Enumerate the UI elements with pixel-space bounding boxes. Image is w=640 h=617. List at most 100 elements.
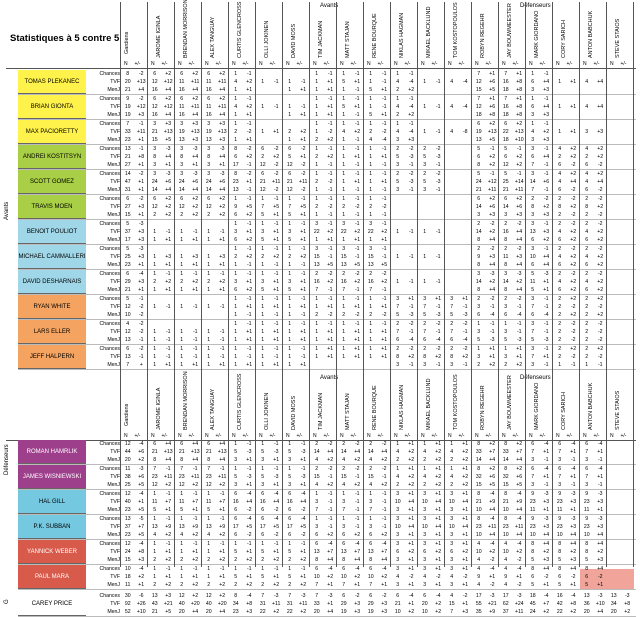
hdr1-dcol-5: STEVE STAIOS: [615, 18, 621, 58]
row-divider: [18, 119, 636, 120]
table-cell: 1: [450, 466, 454, 472]
table-cell: +1: [597, 449, 604, 455]
table-cell: +4: [354, 449, 361, 455]
table-cell: +1: [192, 507, 199, 513]
table-cell: 3: [207, 121, 211, 127]
table-cell: +2: [354, 129, 361, 135]
table-cell: 5: [261, 449, 265, 455]
table-cell: 6: [234, 516, 238, 522]
table-cell: [405, 245, 419, 253]
table-cell: +1: [246, 574, 253, 580]
table-cell: 1: [288, 79, 292, 85]
player-label: P.K. SUBBAN: [18, 515, 86, 539]
table-cell: 2: [153, 279, 157, 285]
table-cell: 12: [502, 162, 509, 168]
table-cell: +1: [408, 582, 415, 588]
table-cell: 29: [124, 279, 131, 285]
table-cell: [445, 153, 459, 161]
table-cell: 11: [179, 104, 185, 110]
table-cell: [580, 136, 594, 144]
table-cell: 5: [288, 154, 292, 160]
table-cell: 7: [423, 329, 427, 335]
table-cell: [621, 103, 635, 111]
hdr2-pm-5: +/-: [269, 433, 276, 439]
table-cell: +4: [219, 87, 226, 93]
table-cell: +1: [543, 287, 550, 293]
table-cell: 5: [288, 449, 292, 455]
hdr1-pm-10: +/-: [404, 61, 411, 67]
table-cell: 6: [558, 187, 562, 193]
table-cell: 15: [475, 87, 482, 93]
table-cell: 2: [288, 129, 292, 135]
table-cell: 19: [124, 104, 131, 110]
col-divider: [444, 2, 445, 567]
table-cell: +2: [462, 482, 469, 488]
table-cell: -3: [138, 221, 144, 227]
table-cell: 3: [180, 146, 184, 152]
table-cell: [607, 120, 621, 128]
table-cell: 4: [450, 474, 454, 480]
table-cell: 6: [234, 532, 238, 538]
table-cell: 3: [477, 329, 481, 335]
table-cell: +2: [165, 532, 172, 538]
table-cell: +13: [514, 129, 524, 135]
table-cell: 2: [423, 457, 427, 463]
hdr1-col-5: DAVID MOSS: [291, 23, 297, 58]
col-divider: [498, 2, 499, 567]
table-cell: +2: [381, 532, 388, 538]
table-cell: 3: [288, 482, 292, 488]
row-kind: TVF: [110, 574, 120, 580]
hdr2-defense-group: Défenseurs: [520, 375, 551, 381]
table-cell: 2: [585, 321, 589, 327]
table-cell: 1: [180, 337, 184, 343]
table-cell: -1: [273, 221, 279, 227]
table-cell: [459, 86, 473, 94]
table-cell: +2: [489, 441, 496, 447]
table-cell: +5: [273, 204, 280, 210]
table-cell: 10: [367, 574, 374, 580]
row-kind: MenJ: [107, 187, 120, 193]
table-cell: -1: [381, 196, 387, 202]
table-cell: [432, 195, 446, 203]
table-cell: 5: [531, 287, 535, 293]
table-cell: [607, 253, 621, 261]
table-cell: -1: [219, 354, 225, 360]
table-cell: 16: [556, 593, 563, 599]
table-cell: 8: [477, 516, 481, 522]
table-cell: -1: [489, 171, 495, 177]
table-cell: +2: [381, 457, 388, 463]
table-cell: 1: [261, 221, 265, 227]
table-cell: -1: [273, 466, 279, 472]
table-cell: 6: [531, 262, 535, 268]
table-cell: -2: [570, 304, 576, 310]
table-cell: +9: [219, 524, 226, 530]
table-cell: 43: [151, 601, 158, 607]
table-cell: +1: [543, 354, 550, 360]
table-cell: 1: [261, 79, 265, 85]
table-cell: -1: [165, 541, 171, 547]
row-kind: TVF: [110, 499, 120, 505]
table-cell: 1: [315, 516, 319, 522]
table-cell: 10: [421, 524, 428, 530]
table-cell: +1: [408, 601, 415, 607]
table-cell: 1: [234, 304, 238, 310]
table-cell: 1: [396, 71, 400, 77]
table-cell: 3: [531, 221, 535, 227]
table-cell: 1: [315, 321, 319, 327]
table-cell: [567, 120, 581, 128]
table-cell: 1: [315, 112, 319, 118]
table-cell: 2: [234, 254, 238, 260]
table-cell: 5: [558, 557, 562, 563]
table-cell: 16: [178, 87, 185, 93]
table-cell: -1: [381, 162, 387, 168]
table-cell: 1: [234, 329, 238, 335]
table-cell: 1: [153, 254, 157, 260]
table-cell: [202, 320, 216, 328]
table-cell: +1: [138, 499, 145, 505]
table-cell: +1: [381, 179, 388, 185]
table-cell: 1: [315, 129, 319, 135]
table-cell: -3: [435, 154, 441, 160]
table-cell: 7: [396, 304, 400, 310]
table-cell: 20: [205, 609, 212, 615]
table-cell: 11: [206, 499, 212, 505]
